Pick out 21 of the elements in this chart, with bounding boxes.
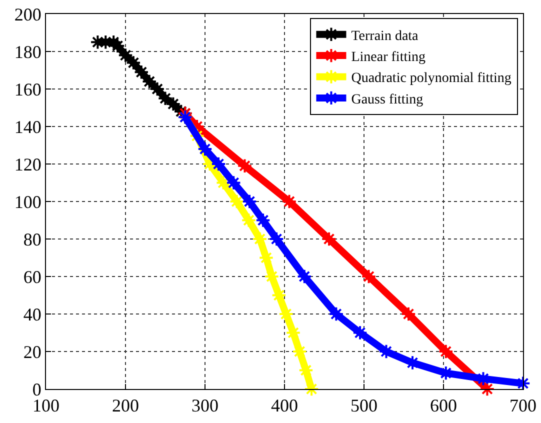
- x-tick-label: 300: [192, 396, 218, 416]
- legend-label: Gauss fitting: [351, 92, 424, 108]
- legend-label: Quadratic polynomial fitting: [351, 71, 512, 86]
- y-tick-label: 80: [23, 229, 42, 250]
- x-tick-label: 200: [112, 396, 139, 416]
- x-tick-label: 700: [510, 396, 536, 416]
- y-tick-label: 120: [14, 154, 42, 174]
- x-tick-label: 500: [350, 396, 378, 416]
- x-tick-label: 400: [271, 396, 298, 416]
- y-tick-label: 60: [23, 266, 42, 287]
- y-tick-label: 100: [14, 192, 42, 212]
- x-tick-label: 600: [430, 396, 457, 416]
- y-tick-label: 140: [14, 116, 42, 137]
- legend-label: Linear fitting: [351, 50, 426, 66]
- y-tick-label: 200: [14, 4, 42, 24]
- legend-label: Terrain data: [351, 28, 420, 44]
- y-tick-label: 0: [32, 379, 42, 400]
- y-tick-label: 20: [23, 342, 42, 362]
- y-tick-label: 180: [14, 42, 42, 62]
- y-tick-label: 160: [14, 79, 42, 100]
- y-tick-label: 40: [23, 304, 42, 324]
